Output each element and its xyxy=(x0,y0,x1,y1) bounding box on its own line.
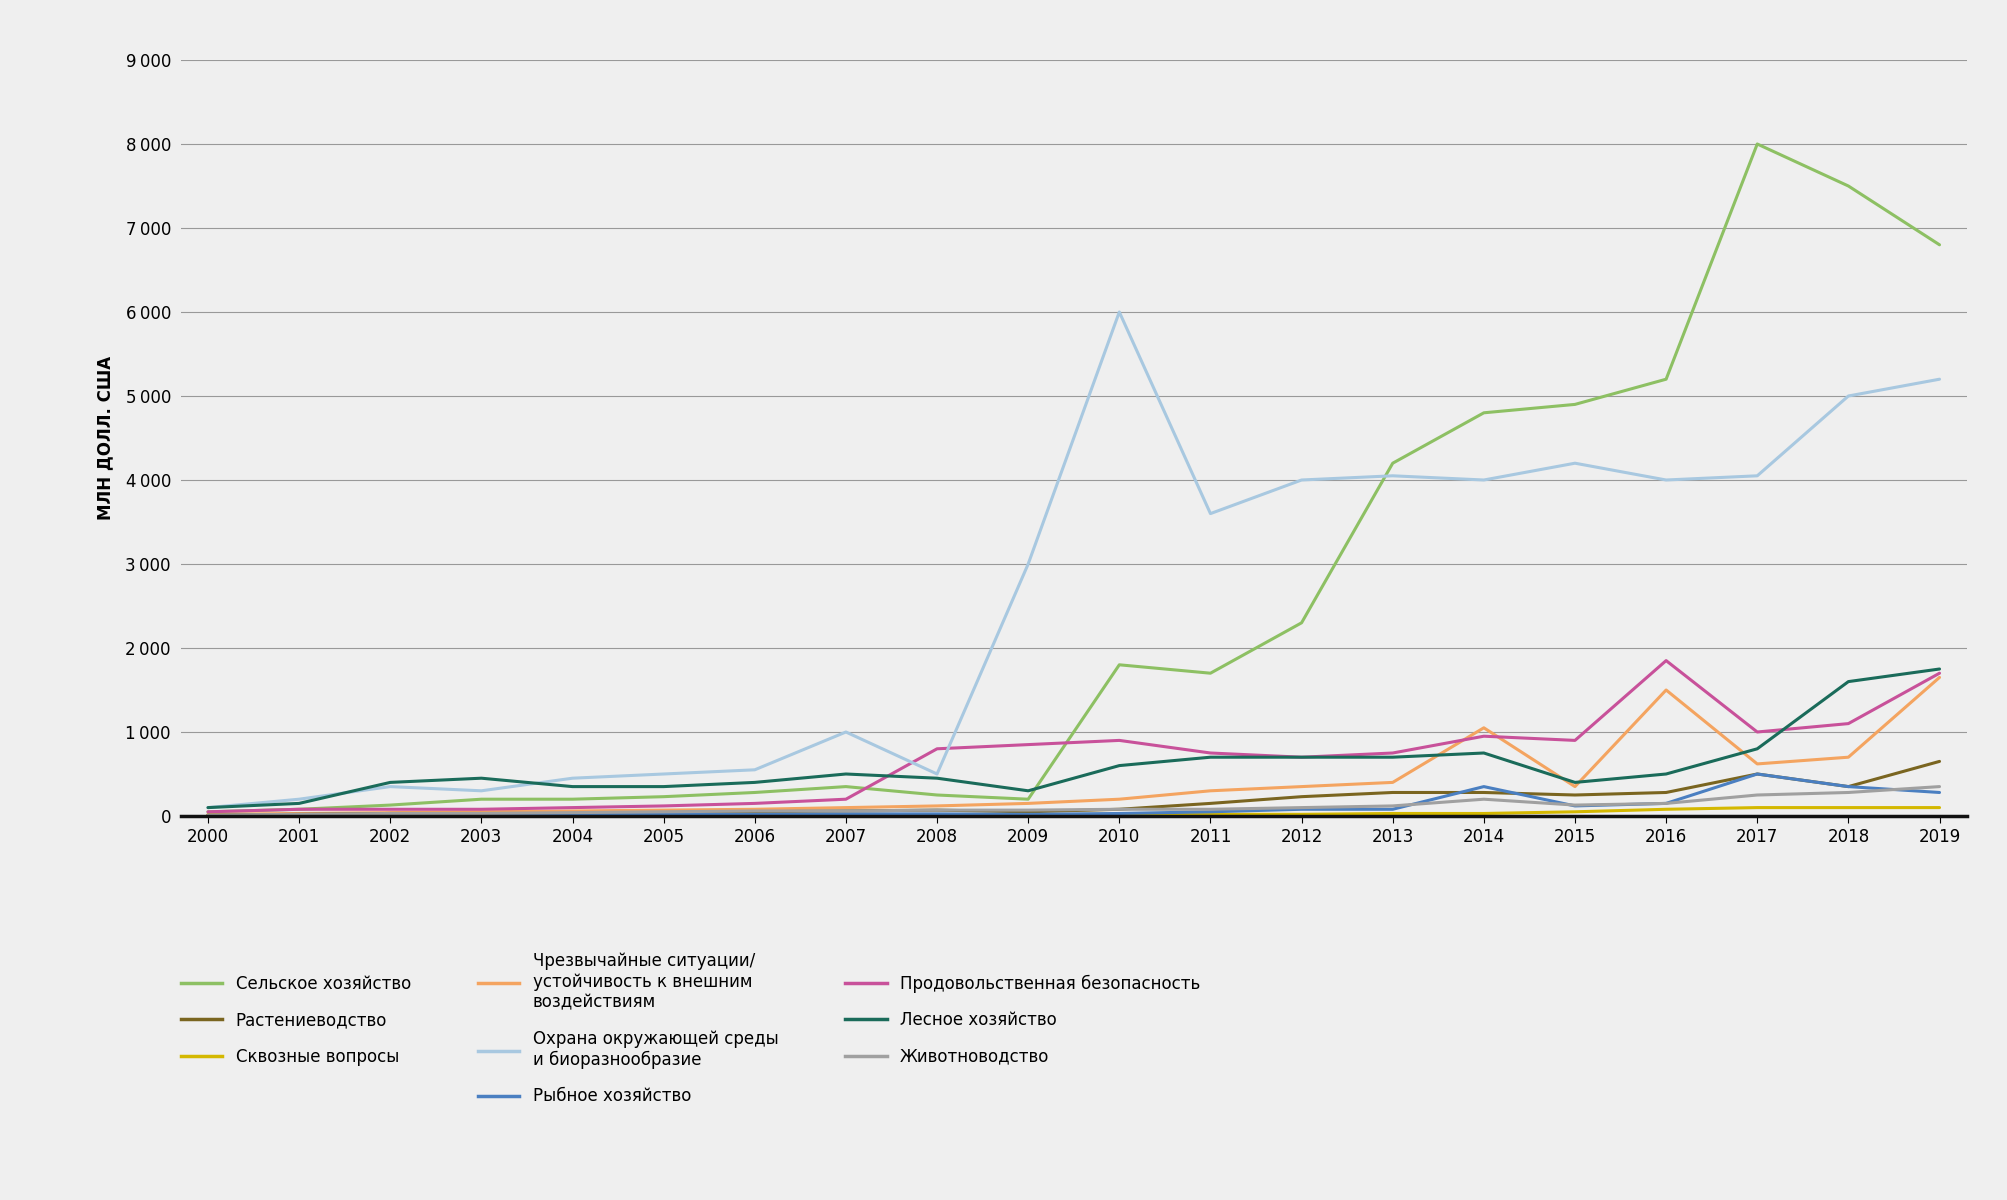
Y-axis label: МЛН ДОЛЛ. США: МЛН ДОЛЛ. США xyxy=(96,356,114,520)
Legend: Сельское хозяйство, Растениеводство, Сквозные вопросы, Чрезвычайные ситуации/
ус: Сельское хозяйство, Растениеводство, Скв… xyxy=(181,952,1200,1105)
